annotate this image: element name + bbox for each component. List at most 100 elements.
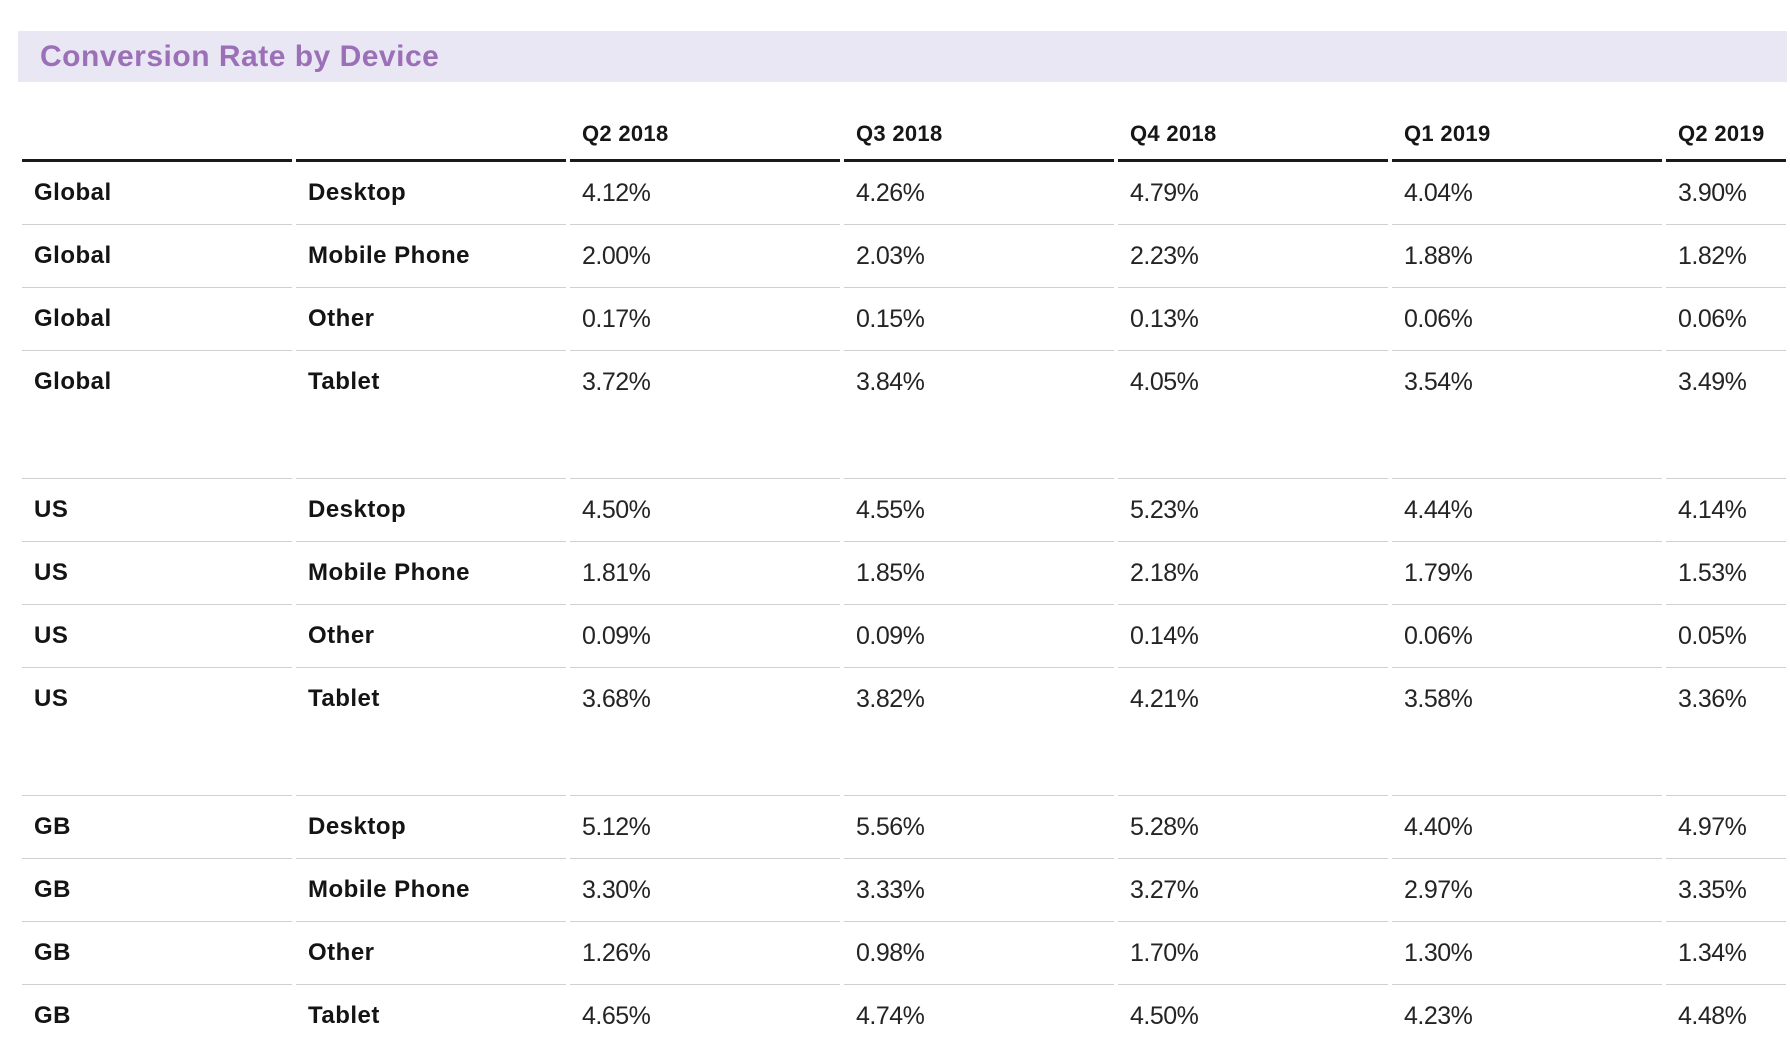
value-cell: 4.65%	[570, 984, 840, 1047]
device-cell: Desktop	[296, 795, 566, 858]
value-cell: 4.23%	[1392, 984, 1662, 1047]
device-cell: Other	[296, 604, 566, 667]
device-cell: Other	[296, 921, 566, 984]
value-cell: 4.05%	[1118, 350, 1388, 413]
device-cell: Mobile Phone	[296, 858, 566, 921]
region-cell: GB	[22, 921, 292, 984]
value-cell: 3.30%	[570, 858, 840, 921]
value-cell: 1.88%	[1392, 224, 1662, 287]
value-cell: 0.09%	[844, 604, 1114, 667]
value-cell: 1.85%	[844, 541, 1114, 604]
table-row: GB Tablet 4.65% 4.74% 4.50% 4.23% 4.48%	[22, 984, 1786, 1047]
region-cell: Global	[22, 350, 292, 413]
value-cell: 4.79%	[1130, 178, 1199, 207]
value-cell: 4.14%	[1666, 478, 1786, 541]
value-cell: 4.48%	[1666, 984, 1786, 1047]
value-cell: 0.05%	[1666, 604, 1786, 667]
region-cell: GB	[22, 984, 292, 1047]
region-cell: Global	[22, 224, 292, 287]
value-cell: 3.33%	[844, 858, 1114, 921]
value-cell: 4.74%	[844, 984, 1114, 1047]
value-cell: 4.97%	[1666, 795, 1786, 858]
value-cell: 4.44%	[1392, 478, 1662, 541]
region-cell: Global	[34, 179, 112, 206]
value-cell: 3.72%	[570, 350, 840, 413]
region-cell: GB	[22, 858, 292, 921]
value-cell: 2.18%	[1118, 541, 1388, 604]
region-cell: Global	[22, 287, 292, 350]
header-region-blank	[22, 82, 292, 162]
device-cell: Mobile Phone	[296, 541, 566, 604]
conversion-rate-table: Q2 2018 Q3 2018 Q4 2018 Q1 2019 Q2 2019 …	[18, 82, 1790, 1047]
table-row: Global Other 0.17% 0.15% 0.13% 0.06% 0.0…	[22, 287, 1786, 350]
table-row: GB Other 1.26% 0.98% 1.70% 1.30% 1.34%	[22, 921, 1786, 984]
value-cell: 1.79%	[1392, 541, 1662, 604]
report-title: Conversion Rate by Device	[40, 39, 440, 73]
value-cell: 2.97%	[1392, 858, 1662, 921]
group-spacer	[22, 730, 1786, 795]
value-cell: 5.23%	[1118, 478, 1388, 541]
table-row: Global Desktop 4.12% 4.26% 4.79% 4.04% 3…	[22, 162, 1786, 224]
header-quarter: Q1 2019	[1392, 82, 1662, 162]
report-title-bar: Conversion Rate by Device	[18, 31, 1787, 82]
value-cell: 1.26%	[570, 921, 840, 984]
value-cell: 3.49%	[1666, 350, 1786, 413]
value-cell: 0.06%	[1392, 287, 1662, 350]
value-cell: 0.14%	[1118, 604, 1388, 667]
region-cell: US	[22, 541, 292, 604]
value-cell: 0.15%	[844, 287, 1114, 350]
device-cell: Tablet	[296, 350, 566, 413]
value-cell: 3.82%	[844, 667, 1114, 730]
value-cell: 1.70%	[1118, 921, 1388, 984]
value-cell: 1.30%	[1392, 921, 1662, 984]
value-cell: 4.55%	[844, 478, 1114, 541]
value-cell: 4.40%	[1392, 795, 1662, 858]
value-cell: 2.03%	[844, 224, 1114, 287]
table-row: US Other 0.09% 0.09% 0.14% 0.06% 0.05%	[22, 604, 1786, 667]
group-spacer	[22, 413, 1786, 478]
header-row: Q2 2018 Q3 2018 Q4 2018 Q1 2019 Q2 2019	[22, 82, 1786, 162]
value-cell: 3.35%	[1666, 858, 1786, 921]
table-row: GB Mobile Phone 3.30% 3.33% 3.27% 2.97% …	[22, 858, 1786, 921]
device-cell: Desktop	[296, 478, 566, 541]
value-cell: 4.21%	[1118, 667, 1388, 730]
device-cell: Tablet	[296, 984, 566, 1047]
region-cell: US	[22, 478, 292, 541]
value-cell: 3.36%	[1666, 667, 1786, 730]
value-cell: 3.54%	[1392, 350, 1662, 413]
region-cell: US	[22, 667, 292, 730]
value-cell: 0.17%	[570, 287, 840, 350]
value-cell: 1.82%	[1666, 224, 1786, 287]
region-cell: GB	[22, 795, 292, 858]
device-cell: Mobile Phone	[296, 224, 566, 287]
table-row: GB Desktop 5.12% 5.56% 5.28% 4.40% 4.97%	[22, 795, 1786, 858]
table-row: Global Tablet 3.72% 3.84% 4.05% 3.54% 3.…	[22, 350, 1786, 413]
header-quarter: Q4 2018	[1118, 82, 1388, 162]
table-row: Global Mobile Phone 2.00% 2.03% 2.23% 1.…	[22, 224, 1786, 287]
region-cell: US	[22, 604, 292, 667]
value-cell: 3.90%	[1678, 178, 1747, 207]
device-cell: Other	[296, 287, 566, 350]
device-cell: Tablet	[296, 667, 566, 730]
value-cell: 0.13%	[1118, 287, 1388, 350]
value-cell: 1.53%	[1666, 541, 1786, 604]
table-row: US Tablet 3.68% 3.82% 4.21% 3.58% 3.36%	[22, 667, 1786, 730]
value-cell: 3.68%	[570, 667, 840, 730]
value-cell: 2.00%	[570, 224, 840, 287]
value-cell: 3.58%	[1392, 667, 1662, 730]
value-cell: 4.26%	[856, 178, 925, 207]
value-cell: 3.27%	[1118, 858, 1388, 921]
table-row: US Desktop 4.50% 4.55% 5.23% 4.44% 4.14%	[22, 478, 1786, 541]
value-cell: 4.50%	[570, 478, 840, 541]
header-device-blank	[296, 82, 566, 162]
value-cell: 0.06%	[1666, 287, 1786, 350]
value-cell: 4.04%	[1404, 178, 1473, 207]
value-cell: 3.84%	[844, 350, 1114, 413]
value-cell: 1.34%	[1666, 921, 1786, 984]
value-cell: 2.23%	[1118, 224, 1388, 287]
value-cell: 5.56%	[844, 795, 1114, 858]
device-cell: Desktop	[308, 179, 407, 206]
value-cell: 0.98%	[844, 921, 1114, 984]
value-cell: 4.12%	[582, 178, 651, 207]
value-cell: 5.12%	[570, 795, 840, 858]
